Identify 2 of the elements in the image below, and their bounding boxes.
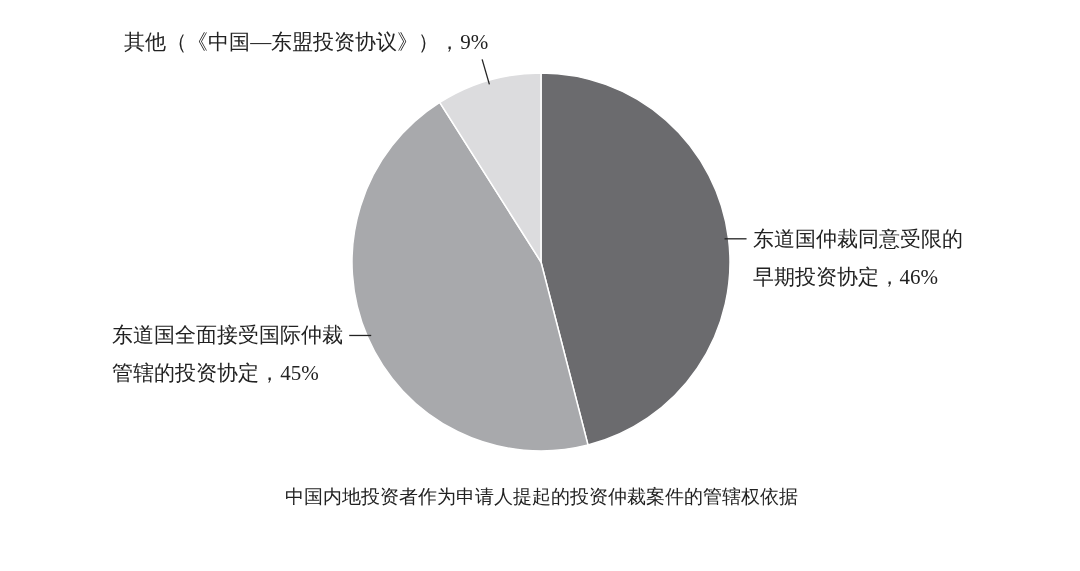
title: 中国内地投资者作为申请人提起的投资仲裁案件的管辖权依据 (284, 485, 798, 507)
slice-label: 其他（《中国—东盟投资协议》），9% (124, 30, 489, 55)
